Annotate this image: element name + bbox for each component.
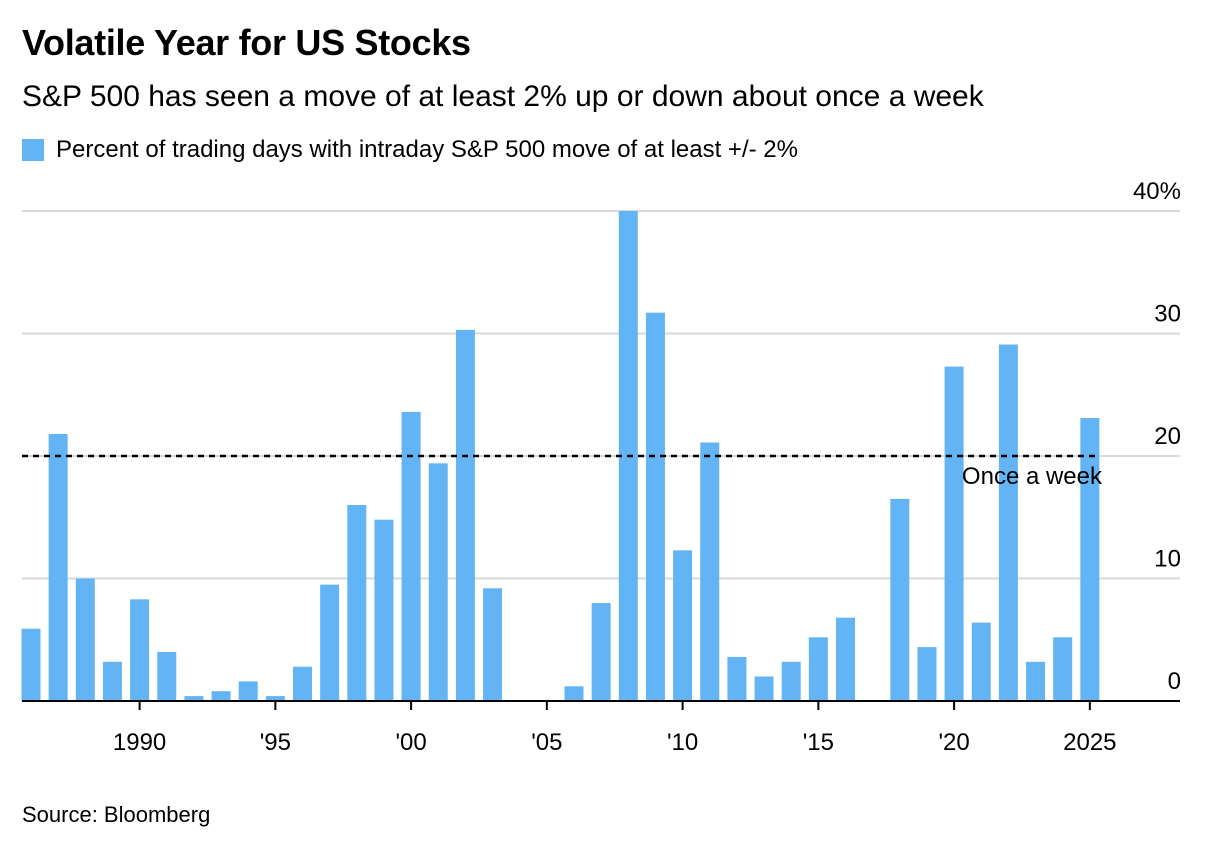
bar-1992	[184, 696, 204, 701]
bar-2000	[401, 411, 421, 701]
y-tick-label: 20	[1154, 423, 1181, 450]
bar-2019	[917, 647, 937, 701]
x-tick-label: '05	[531, 729, 562, 756]
bar-2003	[483, 588, 503, 701]
bar-2010	[673, 550, 693, 701]
bar-1996	[293, 666, 312, 701]
legend-swatch	[22, 139, 44, 161]
bar-2001	[428, 463, 448, 701]
bar-2022	[998, 344, 1018, 701]
x-tick-label: '20	[938, 729, 969, 756]
bar-2006	[564, 686, 584, 701]
bar-1998	[347, 505, 367, 701]
y-tick-label: 30	[1154, 301, 1181, 328]
bar-1988	[75, 578, 95, 701]
y-tick-label: 40%	[1133, 178, 1181, 205]
source-note: Source: Bloomberg	[22, 802, 211, 827]
bar-1990	[130, 599, 150, 701]
bar-1993	[211, 691, 231, 701]
bar-2009	[645, 312, 665, 701]
bar-2014	[781, 661, 801, 701]
bar-1987	[48, 433, 68, 701]
x-tick-label: 1990	[113, 729, 166, 756]
x-tick-label: '95	[260, 729, 291, 756]
bar-1995	[265, 696, 285, 701]
bar-2025	[1080, 418, 1100, 701]
bar-2018	[890, 498, 910, 701]
bar-2013	[754, 676, 774, 701]
chart-title: Volatile Year for US Stocks	[22, 22, 471, 63]
legend: Percent of trading days with intraday S&…	[22, 134, 798, 166]
bar-2016	[836, 617, 855, 701]
bar-1991	[157, 652, 177, 701]
chart-subtitle: S&P 500 has seen a move of at least 2% u…	[22, 80, 984, 113]
bar-2020	[944, 366, 964, 701]
legend-label: Percent of trading days with intraday S&…	[56, 136, 798, 163]
bar-1994	[238, 681, 258, 701]
bar-2002	[455, 329, 475, 701]
y-tick-label: 10	[1154, 546, 1181, 573]
x-tick-label: '00	[395, 729, 426, 756]
x-tick-label: 2025	[1063, 729, 1116, 756]
bar-2023	[1026, 661, 1046, 701]
bar-1989	[102, 661, 122, 701]
bar-2007	[591, 603, 611, 701]
bar-1997	[320, 584, 340, 701]
y-tick-label: 0	[1168, 668, 1181, 695]
x-tick-label: '15	[803, 729, 834, 756]
bar-1986	[21, 628, 41, 701]
x-tick-label: '10	[667, 729, 698, 756]
bar-2024	[1053, 637, 1073, 701]
reference-line-label: Once a week	[962, 463, 1103, 490]
bar-1999	[374, 519, 394, 701]
bar-2021	[971, 622, 991, 701]
bar-2012	[727, 656, 747, 701]
bar-2011	[700, 442, 720, 701]
bar-2015	[808, 637, 828, 701]
